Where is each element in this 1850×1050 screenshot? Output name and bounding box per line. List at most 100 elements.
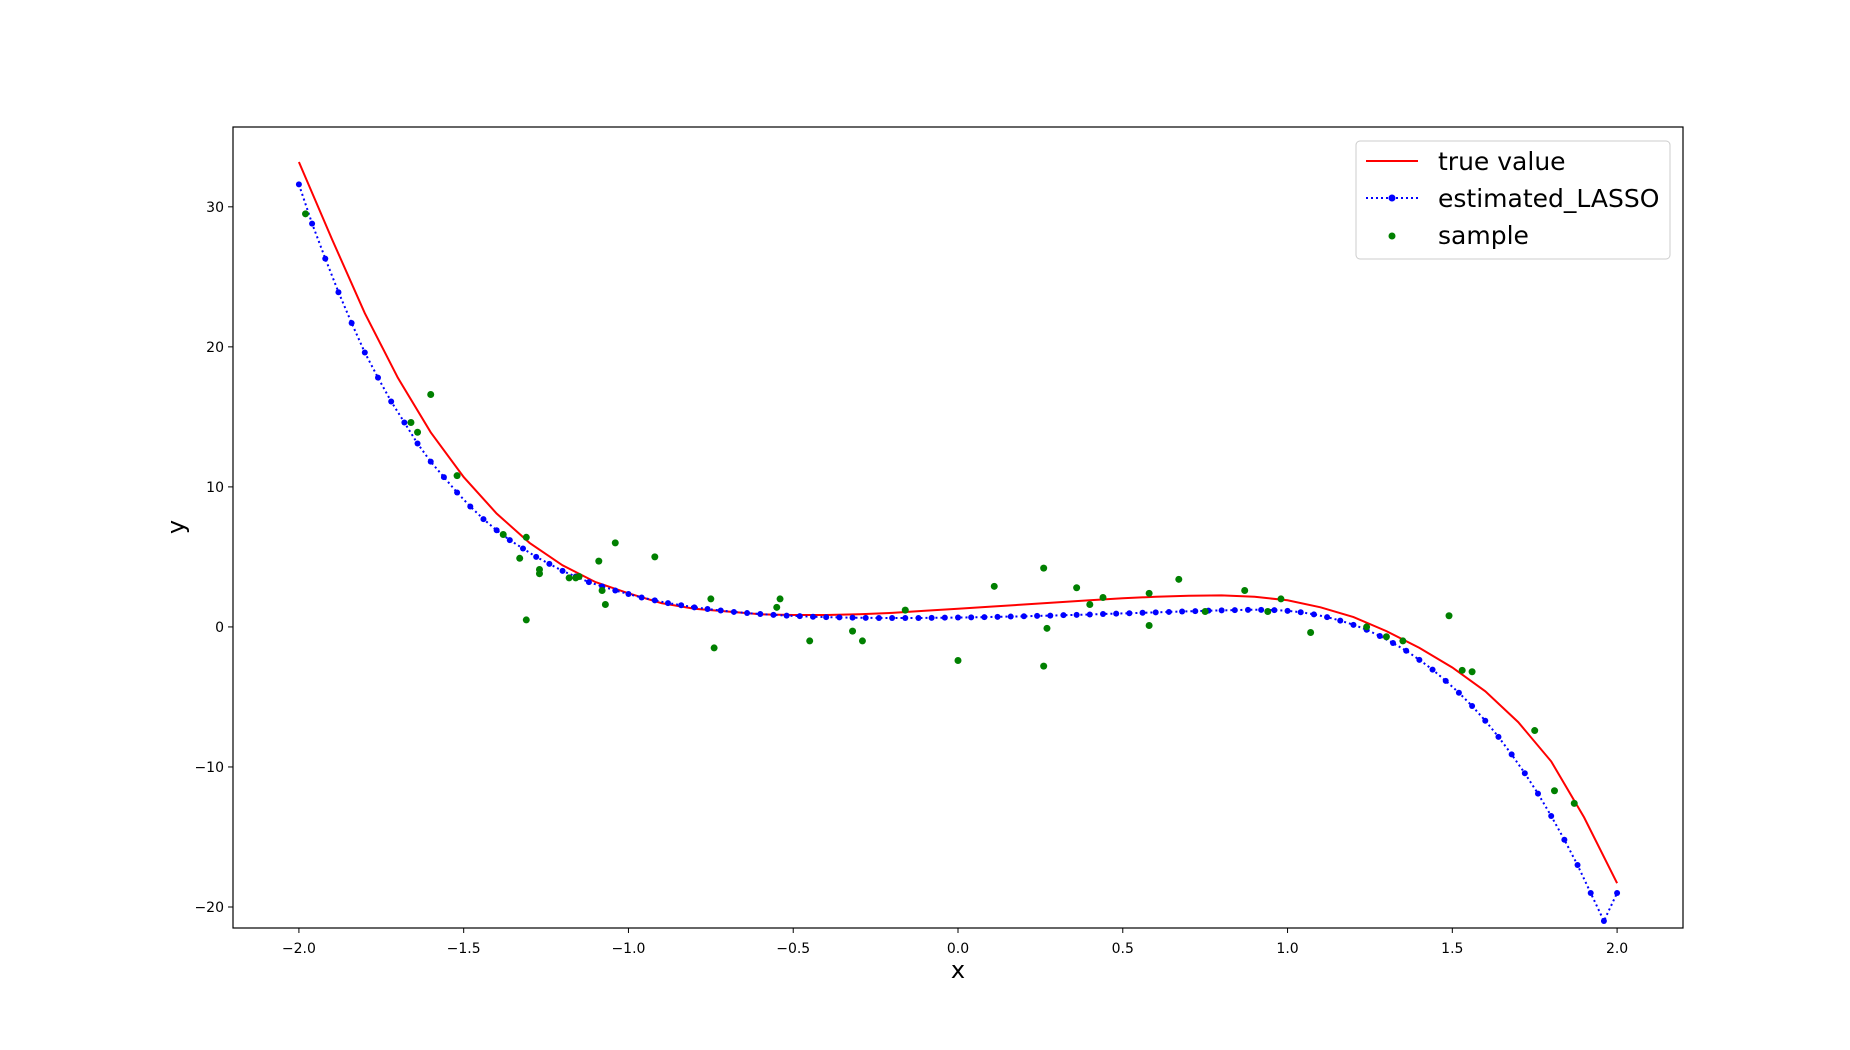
sample-point: [954, 657, 962, 665]
sample-point: [302, 210, 309, 218]
estimated-point: [941, 614, 948, 621]
estimated-point: [1376, 633, 1383, 640]
estimated-point: [440, 474, 447, 481]
estimated-point: [625, 591, 632, 598]
sample-point: [1201, 608, 1209, 616]
legend-sample-label: sample: [1438, 221, 1529, 250]
estimated-point: [1284, 607, 1291, 614]
sample-point: [858, 637, 866, 645]
estimated-point: [1034, 612, 1041, 619]
sample-point: [1040, 662, 1048, 670]
sample-point: [806, 637, 814, 645]
x-tick-label: −0.5: [776, 941, 810, 957]
sample-point: [499, 531, 507, 539]
estimated-point: [744, 610, 751, 617]
estimated-point: [1113, 610, 1120, 617]
sample-point: [651, 553, 659, 561]
estimated-point: [506, 537, 513, 544]
estimated-point: [1060, 612, 1067, 619]
sample-point: [1363, 623, 1371, 631]
sample-point: [1145, 622, 1153, 630]
sample-point: [575, 573, 583, 581]
sample-point: [598, 587, 606, 595]
estimated-point: [1192, 608, 1199, 615]
legend-estimated-label: estimated_LASSO: [1438, 184, 1659, 213]
estimated-point: [1508, 751, 1515, 758]
x-tick-label: 1.0: [1276, 941, 1298, 957]
estimated-point: [414, 440, 421, 447]
y-tick-label: −20: [194, 900, 224, 916]
series-layer: [295, 161, 1621, 924]
estimated-point: [1600, 917, 1607, 924]
estimated-point: [928, 614, 935, 621]
estimated-point: [902, 614, 909, 621]
estimated-point: [796, 613, 803, 620]
estimated-point: [1548, 812, 1555, 819]
sample-point: [773, 603, 781, 611]
estimated-point: [388, 398, 395, 405]
estimated-point: [981, 614, 988, 621]
sample-point: [710, 644, 718, 652]
x-tick-label: 2.0: [1606, 941, 1628, 957]
estimated-point: [1152, 609, 1159, 616]
sample-point: [535, 570, 543, 578]
y-tick-label: 10: [206, 480, 224, 496]
sample-point: [1382, 633, 1390, 641]
estimated-point: [823, 614, 830, 621]
estimated-point: [585, 579, 592, 586]
sample-point: [595, 557, 603, 565]
sample-point: [601, 601, 609, 609]
legend-estimated-marker: [1388, 194, 1396, 202]
estimated-point: [335, 289, 342, 296]
series-true-value-line: [297, 161, 1618, 884]
estimated-point: [1047, 612, 1054, 619]
estimated-point: [1495, 733, 1502, 740]
estimated-point: [1179, 608, 1186, 615]
estimated-point: [1086, 611, 1093, 618]
estimated-point: [559, 567, 566, 574]
sample-point: [427, 390, 435, 398]
sample-point: [901, 606, 909, 614]
sample-point: [1458, 666, 1466, 674]
sample-point: [522, 533, 530, 541]
estimated-point: [1139, 609, 1146, 616]
estimated-point: [467, 503, 474, 510]
sample-point: [1175, 575, 1183, 583]
estimated-point: [862, 614, 869, 621]
estimated-point: [361, 349, 368, 356]
estimated-point: [836, 614, 843, 621]
sample-point: [522, 616, 530, 624]
legend-true-value-label: true value: [1438, 147, 1566, 176]
sample-point: [1531, 727, 1539, 735]
estimated-point: [1455, 689, 1462, 696]
estimated-point: [1297, 609, 1304, 616]
x-tick-label: −1.0: [611, 941, 645, 957]
estimated-point: [849, 614, 856, 621]
legend: true value estimated_LASSO sample: [1355, 140, 1671, 260]
plot-background: [233, 127, 1683, 928]
estimated-point: [480, 516, 487, 523]
sample-point: [565, 574, 573, 582]
sample-point: [1073, 584, 1081, 592]
estimated-point: [1521, 770, 1528, 777]
y-axis-label: y: [162, 520, 190, 534]
estimated-point: [1350, 621, 1357, 628]
legend-frame: [1355, 140, 1671, 260]
estimated-point: [1614, 889, 1621, 896]
sample-point: [1570, 799, 1578, 807]
y-tick-label: −10: [194, 760, 224, 776]
y-axis-ticks: −20 −10 0 10 20 30: [194, 200, 233, 916]
x-tick-label: 0.5: [1112, 941, 1134, 957]
sample-point: [1241, 587, 1249, 595]
estimated-point: [770, 611, 777, 618]
sample-point: [1399, 637, 1407, 645]
sample-point: [407, 418, 415, 426]
sample-point: [1264, 608, 1272, 616]
sample-point: [453, 472, 461, 480]
estimated-point: [665, 600, 671, 607]
sample-point: [1086, 601, 1094, 609]
estimated-point: [704, 606, 711, 613]
estimated-point: [757, 611, 764, 618]
x-tick-label: −1.5: [447, 941, 481, 957]
